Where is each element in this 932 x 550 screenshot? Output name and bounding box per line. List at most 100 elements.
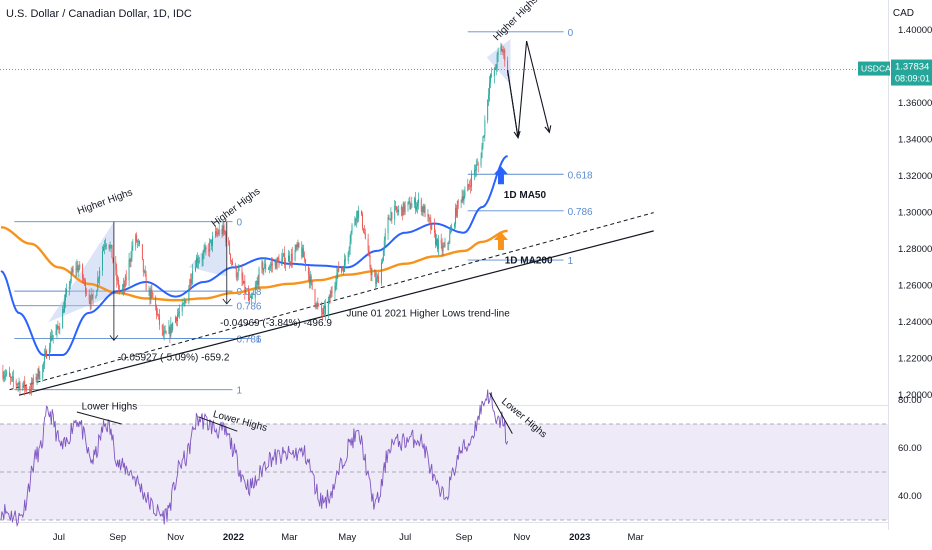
price-badge[interactable]: [891, 59, 932, 86]
candle-body: [297, 242, 299, 247]
candle-body: [324, 305, 325, 309]
candle-body: [334, 285, 336, 293]
candle-body: [55, 330, 57, 336]
candle-body: [350, 231, 352, 242]
candle-body: [223, 225, 225, 232]
candle-body: [388, 217, 390, 220]
projection-arrow-head: [544, 125, 552, 134]
candle-body: [368, 250, 370, 256]
candle-body: [118, 279, 120, 289]
candle-body: [192, 270, 194, 280]
time-axis-label: 2022: [223, 532, 244, 543]
price-badge-value: 1.37834: [895, 62, 929, 73]
candle-body: [117, 279, 119, 281]
time-axis-label: 2023: [569, 532, 590, 543]
candle-body: [91, 294, 93, 296]
candle-body: [116, 269, 118, 281]
candle-body: [70, 271, 72, 281]
candle-body: [294, 249, 296, 261]
candle-body: [149, 290, 151, 300]
candle-body: [295, 245, 297, 250]
candle-body: [474, 169, 476, 171]
candle-body: [284, 253, 286, 265]
candle-body: [423, 206, 425, 213]
candle-body: [382, 250, 384, 262]
candle-body: [59, 328, 61, 330]
candle-body: [378, 276, 380, 283]
candle-body: [172, 322, 174, 330]
candle-body: [45, 350, 47, 356]
dashed-trendline[interactable]: [9, 212, 654, 391]
candle-body: [131, 246, 133, 258]
candle-body: [62, 308, 64, 329]
candle-body: [169, 327, 171, 337]
candle-body: [375, 277, 377, 284]
chart-annotation: -0.04969 (-3.84%) -496.9: [220, 318, 332, 329]
currency-label: CAD: [892, 8, 914, 19]
candle-body: [501, 46, 503, 52]
candle-body: [421, 206, 423, 212]
candle-body: [270, 263, 272, 266]
candle-body: [205, 247, 207, 250]
candle-body: [2, 371, 4, 379]
candle-body: [351, 225, 353, 232]
fib-level-label: 0: [236, 218, 242, 229]
candle-body: [451, 226, 453, 231]
candle-body: [183, 302, 185, 304]
candle-body: [230, 253, 232, 261]
candle-body: [150, 289, 152, 300]
ticker-badge[interactable]: [858, 61, 890, 76]
candle-body: [90, 294, 92, 305]
time-axis-label: Mar: [627, 532, 643, 543]
candle-body: [97, 278, 99, 291]
candle-body: [5, 374, 7, 376]
candle-body: [85, 293, 87, 294]
higher-lows-trendline[interactable]: [18, 230, 654, 396]
candle-body: [135, 235, 137, 246]
time-axis-label: Nov: [513, 532, 530, 543]
fib-level-label: 1: [255, 335, 261, 346]
higher-highs-wedge: [48, 221, 114, 323]
candle-body: [177, 314, 178, 322]
candle-body: [129, 259, 131, 262]
candle-body: [348, 248, 350, 253]
lower-highs-line: [198, 416, 238, 432]
candle-body: [216, 232, 218, 234]
candle-body: [356, 211, 358, 221]
price-axis-label: 1.20000: [898, 390, 932, 401]
candle-body: [342, 268, 343, 270]
candle-body: [204, 247, 206, 251]
candle-body: [161, 324, 163, 330]
candles: [2, 42, 509, 396]
candle-body: [261, 262, 263, 269]
candle-body: [182, 303, 184, 305]
candle-body: [298, 242, 300, 248]
candle-body: [349, 241, 351, 249]
candle-body: [211, 239, 213, 246]
candle-body: [84, 280, 86, 294]
candle-body: [361, 210, 362, 215]
candle-body: [424, 206, 426, 217]
candle-body: [484, 120, 486, 136]
candle-body: [336, 273, 338, 284]
candle-body: [191, 279, 193, 284]
ma50-marker-arrow: [493, 166, 508, 185]
candle-body: [145, 275, 147, 291]
candle-body: [362, 214, 363, 229]
candle-body: [181, 304, 183, 312]
candle-body: [77, 265, 79, 272]
candle-body: [243, 281, 245, 284]
candle-body: [57, 325, 59, 328]
candle-body: [447, 243, 449, 245]
candle-body: [309, 276, 311, 284]
projection-arrow-short-head: [513, 130, 521, 139]
candle-body: [416, 206, 417, 210]
rsi-axis-label: 80.00: [898, 395, 922, 406]
candle-body: [467, 184, 469, 192]
candle-body: [468, 184, 470, 187]
candle-body: [184, 301, 186, 303]
candle-body: [490, 74, 491, 83]
chart-annotation: 1D MA200: [505, 256, 553, 267]
